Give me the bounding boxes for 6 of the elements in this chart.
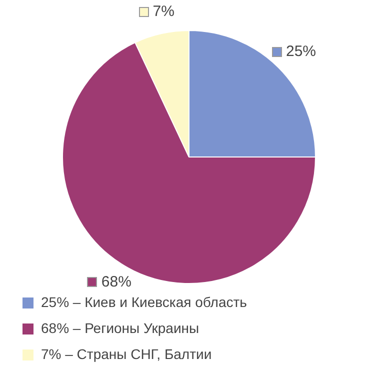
data-label: 7% bbox=[152, 3, 174, 20]
legend-label: 7% – Страны СНГ, Балтии bbox=[41, 346, 212, 362]
data-label: 68% bbox=[101, 274, 132, 291]
legend-label: 68% – Регионы Украины bbox=[41, 320, 200, 336]
legend-label: 25% – Киев и Киевская область bbox=[41, 294, 247, 310]
data-label: 25% bbox=[286, 43, 316, 60]
